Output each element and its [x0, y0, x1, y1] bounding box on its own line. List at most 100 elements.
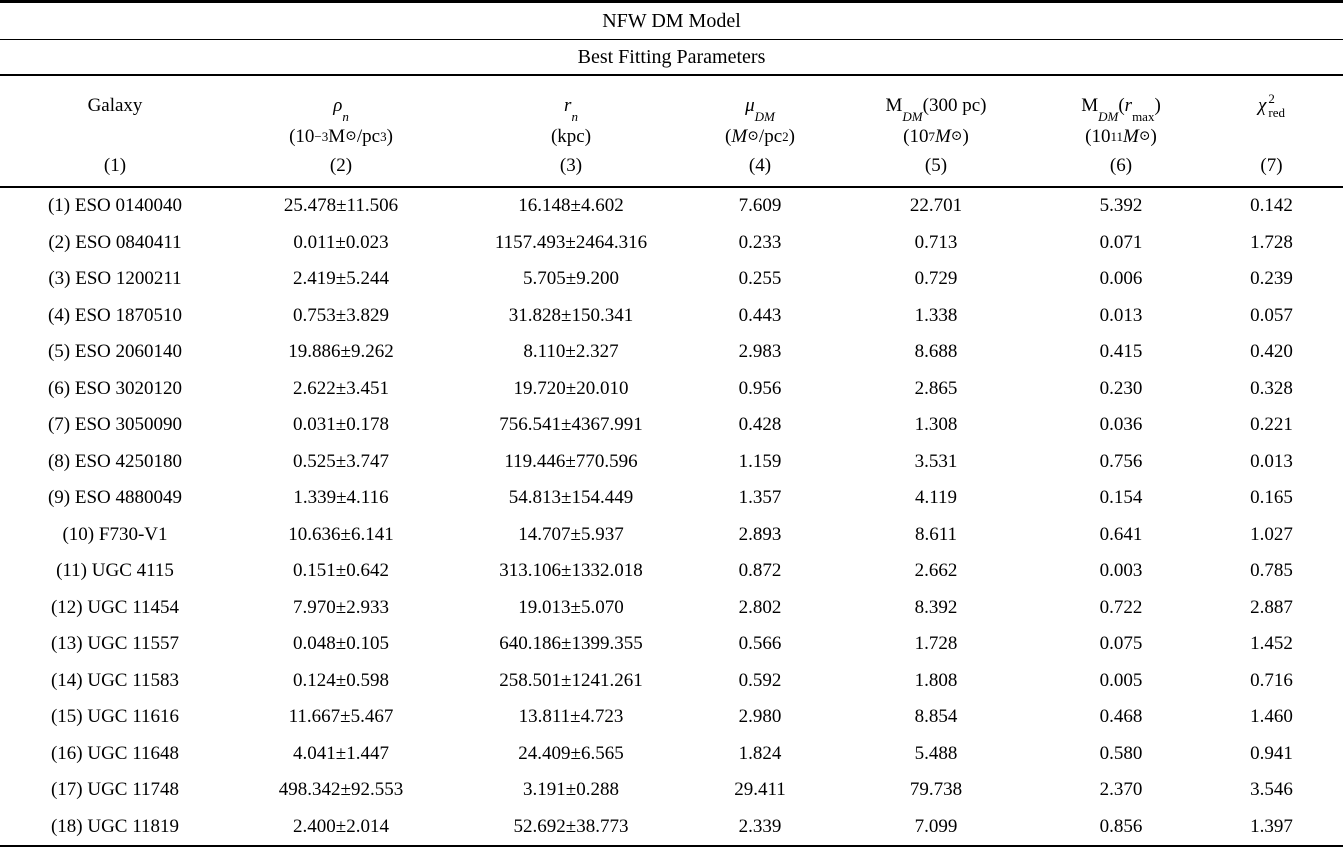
- mdm-rmax-cell: 0.468: [1099, 706, 1143, 728]
- mu-dm-cell: 2.980: [738, 706, 782, 728]
- mu-dm-cell: 0.872: [738, 560, 782, 582]
- table-subtitle: Best Fitting Parameters: [0, 40, 1343, 76]
- header-m300-symbol: M: [885, 95, 903, 116]
- r-n-cell: 52.692±38.773: [513, 815, 629, 837]
- mdm-300pc-cell: 8.854: [914, 706, 958, 728]
- rho-n-cell: 2.400±2.014: [293, 815, 389, 837]
- header-rho-unit: (10 −3 M ⊙/pc 3): [289, 126, 393, 147]
- mdm-300pc-cell: 0.713: [914, 231, 958, 253]
- chi2-red-cell: 2.887: [1250, 596, 1293, 618]
- mu-dm-cell: 0.592: [738, 669, 782, 691]
- mdm-rmax-cell: 0.071: [1099, 231, 1143, 253]
- galaxy-cell: (17) UGC 11748: [50, 779, 180, 801]
- galaxy-cell: (6) ESO 3020120: [47, 377, 183, 399]
- chi2-red-cell: 0.057: [1250, 304, 1293, 326]
- r-n-cell: 119.446±770.596: [504, 450, 638, 472]
- header-chi-symbol: χ: [1258, 95, 1267, 116]
- mu-dm-cell: 0.443: [738, 304, 782, 326]
- header-mrmax-symbol: M: [1081, 95, 1099, 116]
- mu-dm-cell: 1.824: [738, 742, 782, 764]
- galaxy-cell: (5) ESO 2060140: [47, 341, 183, 363]
- mdm-300pc-cell: 0.729: [914, 268, 958, 290]
- r-n-cell: 13.811±4.723: [518, 706, 624, 728]
- galaxy-cell: (8) ESO 4250180: [47, 450, 183, 472]
- header-rn-number: (3): [559, 155, 583, 176]
- header-m300-arg: (300 pc): [922, 95, 987, 116]
- chi2-red-cell: 1.027: [1250, 523, 1293, 545]
- mu-dm-cell: 1.357: [738, 487, 782, 509]
- header-m300-number: (5): [924, 155, 948, 176]
- mdm-300pc-cell: 79.738: [909, 779, 963, 801]
- mdm-300pc-cell: 22.701: [909, 195, 963, 217]
- mu-dm-cell: 1.159: [738, 450, 782, 472]
- mdm-rmax-cell: 0.230: [1099, 377, 1143, 399]
- table-title-text: NFW DM Model: [602, 9, 741, 32]
- rho-n-cell: 7.970±2.933: [293, 596, 389, 618]
- header-mrmax-number: (6): [1109, 155, 1133, 176]
- chi2-red-cell: 0.013: [1250, 450, 1293, 472]
- galaxy-cell: (16) UGC 11648: [50, 742, 180, 764]
- chi2-red-cell: 0.941: [1250, 742, 1293, 764]
- mdm-rmax-cell: 0.013: [1099, 304, 1143, 326]
- rho-n-cell: 0.124±0.598: [293, 669, 389, 691]
- chi2-red-cell: 1.452: [1250, 633, 1293, 655]
- mdm-rmax-cell: 0.415: [1099, 341, 1143, 363]
- chi2-red-cell: 0.785: [1250, 560, 1293, 582]
- mdm-300pc-cell: 1.728: [914, 633, 958, 655]
- header-mu-number: (4): [748, 155, 772, 176]
- header-chi-number: (7): [1260, 155, 1283, 176]
- header-chi-scripts: 2 red: [1268, 91, 1285, 120]
- mdm-300pc-cell: 1.308: [914, 414, 958, 436]
- r-n-cell: 8.110±2.327: [523, 341, 619, 363]
- header-galaxy-label: Galaxy: [87, 95, 143, 116]
- mu-dm-cell: 0.956: [738, 377, 782, 399]
- mdm-rmax-cell: 0.075: [1099, 633, 1143, 655]
- chi2-red-cell: 1.460: [1250, 706, 1293, 728]
- mu-dm-cell: 0.566: [738, 633, 782, 655]
- mu-dm-cell: 2.339: [738, 815, 782, 837]
- r-n-cell: 756.541±4367.991: [499, 414, 643, 436]
- table-body: (1) ESO 0140040 25.478±11.506 16.148±4.6…: [0, 188, 1343, 847]
- chi2-red-cell: 0.221: [1250, 414, 1293, 436]
- mu-dm-cell: 0.233: [738, 231, 782, 253]
- r-n-cell: 640.186±1399.355: [499, 633, 643, 655]
- rho-n-cell: 25.478±11.506: [283, 195, 399, 217]
- chi2-red-cell: 1.397: [1250, 815, 1293, 837]
- mdm-300pc-cell: 7.099: [914, 815, 958, 837]
- r-n-cell: 16.148±4.602: [518, 195, 624, 217]
- mdm-300pc-cell: 1.338: [914, 304, 958, 326]
- column-header-mdm-rmax: M DM(r max) (10 11 M ⊙) (6): [1081, 95, 1161, 176]
- chi2-red-cell: 1.728: [1250, 231, 1293, 253]
- galaxy-cell: (14) UGC 11583: [50, 669, 180, 691]
- rho-n-cell: 2.622±3.451: [293, 377, 389, 399]
- mu-dm-cell: 29.411: [734, 779, 786, 801]
- r-n-cell: 19.720±20.010: [513, 377, 629, 399]
- rho-n-cell: 0.151±0.642: [293, 560, 389, 582]
- mdm-rmax-cell: 5.392: [1099, 195, 1143, 217]
- mdm-300pc-cell: 5.488: [914, 742, 958, 764]
- header-rn-unit: (kpc): [550, 126, 592, 147]
- galaxy-cell: (1) ESO 0140040: [47, 195, 183, 217]
- rho-n-cell: 2.419±5.244: [293, 268, 389, 290]
- header-mrmax-unit: (10 11 M ⊙): [1085, 126, 1157, 147]
- r-n-cell: 5.705±9.200: [523, 268, 619, 290]
- mdm-rmax-cell: 0.154: [1099, 487, 1143, 509]
- rho-n-cell: 0.525±3.747: [293, 450, 389, 472]
- chi2-red-cell: 0.165: [1250, 487, 1293, 509]
- table-title: NFW DM Model: [0, 3, 1343, 40]
- galaxy-cell: (3) ESO 1200211: [48, 268, 182, 290]
- chi2-red-cell: 0.142: [1250, 195, 1293, 217]
- mdm-300pc-cell: 8.611: [914, 523, 958, 545]
- mdm-rmax-cell: 0.005: [1099, 669, 1143, 691]
- rho-n-cell: 19.886±9.262: [288, 341, 394, 363]
- mdm-rmax-cell: 0.006: [1099, 268, 1143, 290]
- mdm-rmax-cell: 0.756: [1099, 450, 1143, 472]
- mdm-300pc-cell: 2.662: [914, 560, 958, 582]
- mdm-300pc-cell: 8.688: [914, 341, 958, 363]
- mdm-300pc-cell: 2.865: [914, 377, 958, 399]
- galaxy-cell: (9) ESO 4880049: [47, 487, 183, 509]
- table-subtitle-text: Best Fitting Parameters: [577, 45, 766, 68]
